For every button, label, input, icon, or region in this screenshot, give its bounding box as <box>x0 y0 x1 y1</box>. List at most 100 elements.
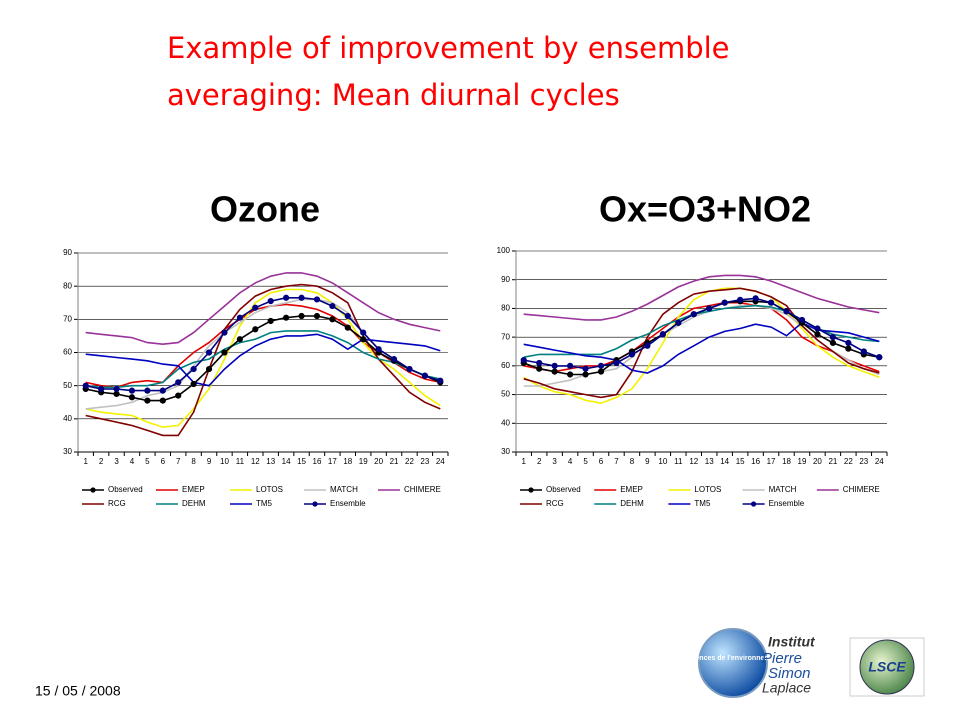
legend-label: CHIMERE <box>404 485 441 494</box>
series-marker <box>767 299 775 306</box>
logo-text: Pierre <box>762 650 802 667</box>
x-tick-label: 2 <box>537 457 542 466</box>
legend-label: DEHM <box>620 499 644 508</box>
series-marker <box>267 297 274 305</box>
x-tick-label: 22 <box>405 457 414 466</box>
x-tick-label: 1 <box>522 457 527 466</box>
series-marker <box>313 312 321 320</box>
legend-label: EMEP <box>182 485 205 494</box>
series-marker <box>551 362 558 369</box>
x-tick-label: 8 <box>630 457 635 466</box>
x-tick-label: 23 <box>420 457 429 466</box>
series-marker <box>175 379 182 386</box>
series-marker <box>829 334 836 341</box>
series-marker <box>329 316 336 323</box>
series-marker <box>752 295 759 302</box>
series-line <box>85 333 441 387</box>
series-marker <box>520 357 527 364</box>
series-marker <box>252 326 259 333</box>
x-tick-label: 20 <box>813 457 822 466</box>
x-tick-label: 14 <box>282 457 291 466</box>
series-marker <box>298 294 305 301</box>
logo-globe <box>859 639 915 695</box>
series-marker <box>175 392 182 399</box>
series-marker <box>783 308 790 315</box>
x-tick-label: 3 <box>114 457 119 466</box>
series-marker <box>597 362 605 369</box>
x-tick-label: 24 <box>875 457 884 466</box>
series-marker <box>659 331 666 338</box>
series-line <box>523 287 880 405</box>
series-marker <box>690 311 697 318</box>
y-tick-label: 80 <box>63 281 72 290</box>
series-marker <box>876 354 883 361</box>
x-tick-label: 9 <box>207 457 212 466</box>
x-tick-label: 1 <box>83 457 88 466</box>
x-tick-label: 19 <box>798 457 807 466</box>
legend-marker <box>528 487 534 493</box>
series-marker <box>159 397 166 404</box>
series-marker <box>267 317 274 325</box>
series-marker <box>582 365 589 372</box>
series-marker <box>221 329 228 336</box>
legend-label: Observed <box>108 485 143 494</box>
legend-label: RCG <box>108 499 126 508</box>
logo-text: Laplace <box>762 680 811 696</box>
series-line <box>523 274 880 321</box>
y-tick-label: 50 <box>501 390 510 399</box>
y-tick-label: 30 <box>63 447 72 456</box>
legend-label: LOTOS <box>694 485 721 494</box>
x-tick-label: 3 <box>552 457 557 466</box>
series-marker <box>128 394 136 401</box>
series-marker <box>159 387 166 394</box>
x-tick-label: 12 <box>689 457 698 466</box>
x-tick-label: 24 <box>436 457 445 466</box>
series-marker <box>236 336 243 343</box>
x-tick-label: 21 <box>828 457 837 466</box>
series-marker <box>390 356 398 363</box>
series-marker <box>406 365 413 373</box>
date: 15 / 05 / 2008 <box>35 683 121 699</box>
series-marker <box>706 305 713 312</box>
x-tick-label: 11 <box>236 457 245 466</box>
series-marker <box>113 390 120 398</box>
series-marker <box>283 294 290 301</box>
y-tick-label: 100 <box>497 246 511 255</box>
y-tick-label: 80 <box>501 304 510 313</box>
series-marker <box>190 365 197 373</box>
series-marker <box>313 296 321 303</box>
series-marker <box>144 397 151 404</box>
x-tick-label: 20 <box>374 457 383 466</box>
series-marker <box>375 346 382 353</box>
series-marker <box>344 324 351 331</box>
series-marker <box>298 312 305 320</box>
logo-text: LSCE <box>868 659 906 675</box>
x-tick-label: 10 <box>220 457 229 466</box>
x-tick-label: 5 <box>583 457 588 466</box>
series-marker <box>814 331 821 338</box>
series-line <box>85 283 441 437</box>
legend-label: Ensemble <box>769 499 805 508</box>
x-tick-label: 15 <box>297 457 306 466</box>
series-marker <box>613 359 620 367</box>
legend-label: MATCH <box>330 485 358 494</box>
series-marker <box>567 371 574 378</box>
series-marker <box>845 345 852 352</box>
x-tick-label: 7 <box>614 457 619 466</box>
x-tick-label: 23 <box>859 457 868 466</box>
series-marker <box>344 312 351 320</box>
logo-globe <box>698 628 768 698</box>
series-marker <box>644 342 651 349</box>
series-marker <box>536 359 543 367</box>
series-marker <box>98 385 105 393</box>
series-marker <box>551 368 558 375</box>
series-marker <box>845 339 852 346</box>
series-marker <box>190 380 197 388</box>
series-marker <box>144 387 151 394</box>
x-tick-label: 5 <box>145 457 150 466</box>
series-marker <box>82 382 89 389</box>
x-tick-label: 6 <box>161 457 166 466</box>
series-marker <box>205 349 213 356</box>
